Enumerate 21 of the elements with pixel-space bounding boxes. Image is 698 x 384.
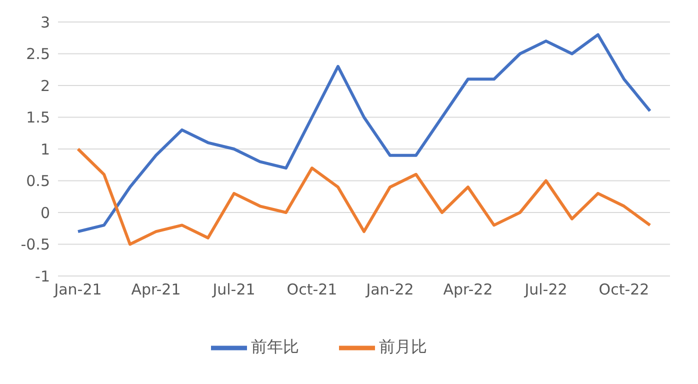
x-tick-label: Oct-22 xyxy=(598,280,650,299)
y-tick-label: -1 xyxy=(35,267,50,286)
x-tick-label: Oct-21 xyxy=(286,280,338,299)
y-tick-label: 1 xyxy=(40,140,50,158)
x-tick-label: Jan-22 xyxy=(365,280,414,299)
x-tick-label: Jul-22 xyxy=(524,280,568,299)
line-series xyxy=(76,148,652,246)
y-tick-label: 2.5 xyxy=(26,45,50,64)
y-tick-label: 3 xyxy=(40,13,50,32)
y-tick-label: -0.5 xyxy=(20,236,50,254)
x-tick-label: Apr-22 xyxy=(443,280,493,299)
y-tick-label: 0 xyxy=(40,204,50,222)
y-tick-label: 0.5 xyxy=(26,172,50,190)
legend-label: 前年比 xyxy=(251,337,299,356)
line-series xyxy=(76,33,652,234)
y-tick-label: 2 xyxy=(40,76,50,95)
legend-label: 前月比 xyxy=(379,337,427,356)
x-tick-label: Jan-21 xyxy=(53,280,102,299)
y-tick-label: 1.5 xyxy=(26,108,50,127)
x-tick-label: Jul-21 xyxy=(212,280,256,299)
x-tick-label: Apr-21 xyxy=(131,280,181,299)
